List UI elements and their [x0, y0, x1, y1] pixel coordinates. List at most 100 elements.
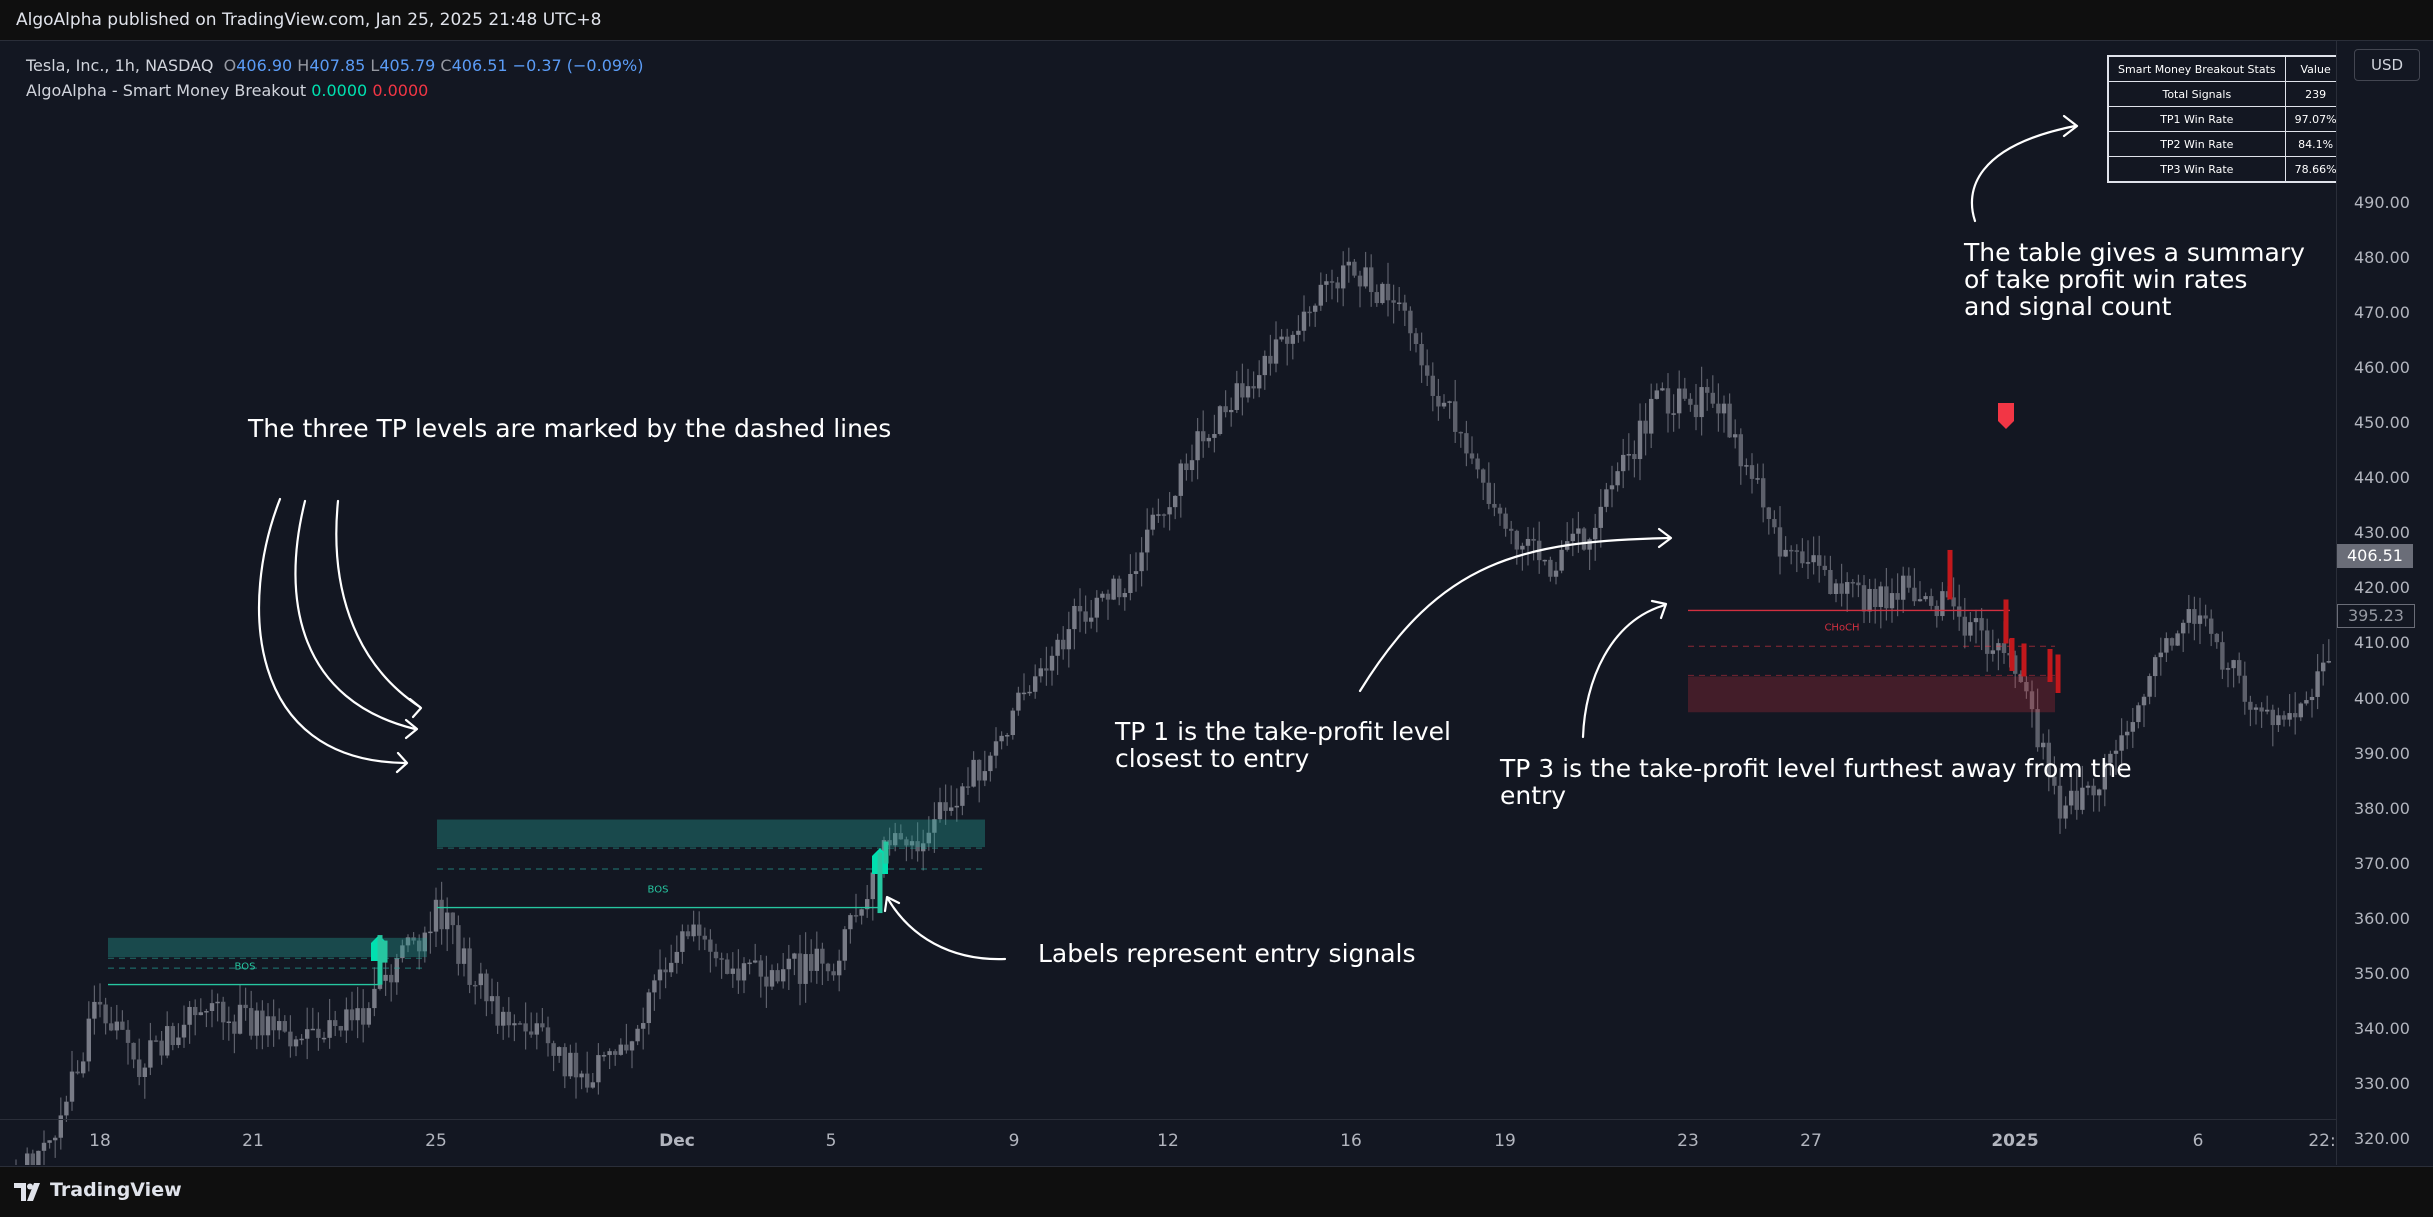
price-chart[interactable]: BOS BOS CHoCH	[0, 41, 2336, 1165]
candle-body	[1710, 392, 1715, 404]
candle-body	[372, 988, 377, 1009]
candle-body	[1049, 655, 1055, 671]
candle-body	[1262, 355, 1267, 376]
candle-body	[1251, 386, 1256, 389]
candle-body	[652, 980, 657, 993]
last-price-badge: 406.51	[2337, 544, 2413, 568]
structure-label: CHoCH	[1824, 622, 1859, 633]
candle-body	[2298, 703, 2303, 718]
candle-body	[327, 1020, 332, 1038]
candle-body	[187, 1006, 192, 1025]
candle-body	[870, 872, 875, 900]
candle-body	[607, 1051, 612, 1056]
candle-body	[411, 937, 416, 941]
candle-body	[1419, 344, 1424, 366]
candle-body	[2293, 713, 2298, 718]
candle-body	[1604, 489, 1609, 507]
candle-body	[1212, 434, 1217, 438]
candle-body	[1402, 302, 1407, 311]
time-tick: 5	[825, 1131, 837, 1151]
candle-body	[2024, 682, 2029, 692]
candle-body	[1856, 582, 1861, 586]
candle-body	[1705, 387, 1710, 393]
candle-body	[445, 912, 450, 930]
candle-body	[1671, 413, 1676, 415]
candle-body	[753, 960, 758, 963]
candle-body	[624, 1044, 629, 1051]
candle-body	[1497, 507, 1503, 514]
stats-cell: TP1 Win Rate	[2107, 106, 2286, 132]
candle-body	[775, 970, 780, 982]
candle-body	[2175, 633, 2180, 646]
candle-body	[1145, 529, 1150, 553]
candle-body	[1654, 390, 1659, 399]
candle-body	[1111, 578, 1116, 600]
candle-body	[1083, 611, 1088, 622]
time-tick: 21	[242, 1131, 264, 1151]
price-axis[interactable]	[2336, 41, 2433, 1165]
candle-body	[1559, 549, 1564, 571]
candle-body	[697, 924, 702, 936]
candle-body	[954, 805, 959, 808]
candle-body	[1615, 471, 1620, 486]
candle-body	[613, 1051, 618, 1055]
candle-body	[669, 962, 674, 973]
candle-body	[1873, 588, 1878, 608]
time-tick: 23	[1677, 1131, 1699, 1151]
candle-body	[1346, 261, 1351, 266]
candle-body	[2001, 643, 2007, 654]
candle-body	[2102, 762, 2107, 790]
candle-body	[25, 1153, 30, 1165]
candle-body	[2197, 615, 2203, 624]
candle-body	[781, 969, 786, 982]
candle-body	[1951, 597, 1956, 607]
tradingview-logo-icon[interactable]	[14, 1183, 44, 1201]
candle-body	[81, 1061, 86, 1074]
candle-body	[1301, 311, 1307, 331]
candle-body	[2265, 709, 2270, 712]
indicator-name[interactable]: AlgoAlpha - Smart Money Breakout	[26, 81, 307, 100]
candle-body	[1066, 629, 1071, 650]
candle-body	[1800, 551, 1805, 564]
candle-body	[943, 802, 948, 811]
candle-body	[103, 1004, 108, 1024]
candle-body	[1285, 336, 1290, 344]
candle-body	[629, 1041, 635, 1051]
price-tick: 470.00	[2354, 303, 2410, 323]
candle-body	[2181, 622, 2186, 634]
candle-body	[1089, 617, 1094, 622]
candle-body	[333, 1020, 338, 1027]
candle-body	[758, 960, 763, 977]
candle-body	[1973, 618, 1979, 623]
candle-body	[305, 1029, 310, 1039]
candle-body	[1458, 431, 1463, 434]
candle-body	[1548, 559, 1553, 577]
candle-body	[1845, 582, 1850, 594]
candle-body	[282, 1021, 287, 1032]
brand-name[interactable]: TradingView	[50, 1179, 182, 1201]
candle-body	[349, 1009, 355, 1021]
candle-body	[1335, 282, 1340, 289]
candle-body	[1492, 503, 1497, 508]
candle-body	[680, 931, 685, 952]
symbol-label[interactable]: Tesla, Inc., 1h, NASDAQ	[26, 56, 214, 75]
candle-body	[915, 841, 920, 852]
candle-body	[1789, 549, 1794, 552]
annotation-arrow	[335, 499, 422, 709]
currency-button[interactable]: USD	[2354, 49, 2420, 81]
candle-body	[691, 924, 696, 937]
candle-body	[1744, 465, 1749, 467]
candle-body	[389, 974, 394, 983]
price-tick: 480.00	[2354, 248, 2410, 268]
candle-body	[848, 915, 853, 930]
annotation-table: The table gives a summary of take profit …	[1964, 238, 2305, 321]
time-tick: 12	[1157, 1131, 1179, 1151]
candle-body	[1817, 555, 1822, 566]
candle-body	[1363, 267, 1368, 287]
candle-body	[1313, 305, 1318, 312]
candle-body	[1906, 575, 1911, 588]
chart-area[interactable]: BOS BOS CHoCH Tesla, Inc., 1h, NASDAQ O406…	[0, 41, 2433, 1203]
candle-body	[1240, 383, 1245, 398]
candle-body	[193, 1006, 198, 1016]
candle-body	[926, 832, 931, 844]
